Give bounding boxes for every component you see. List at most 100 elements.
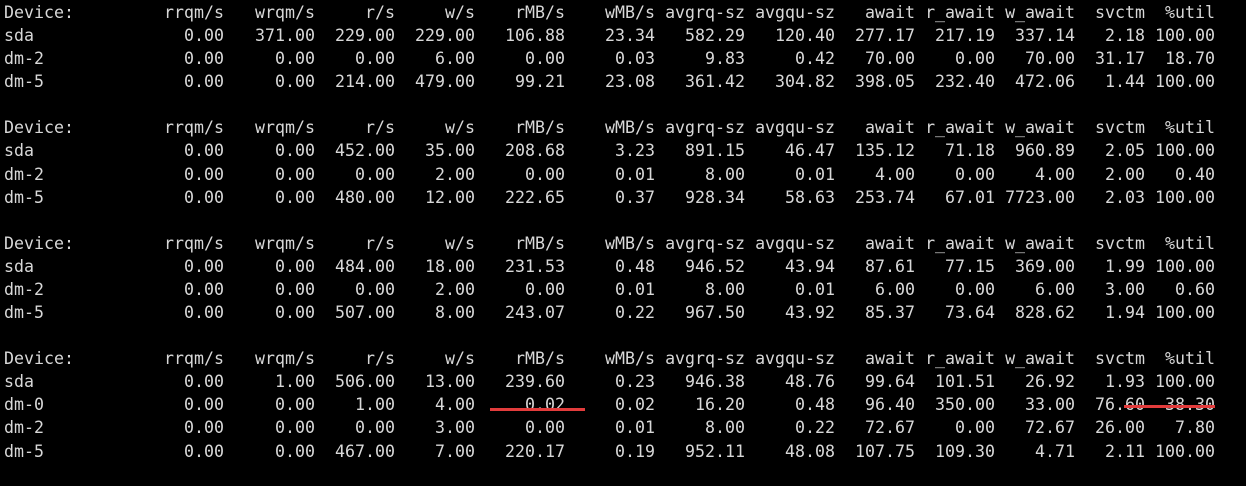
metric-value: 0.00 <box>275 256 315 276</box>
metric-value: 0.00 <box>355 49 395 69</box>
header-cell: w/s <box>445 349 475 369</box>
metric-value: 3.00 <box>1105 279 1145 299</box>
metric-value: 58.63 <box>785 187 835 207</box>
metric-value: 0.00 <box>184 256 224 276</box>
header-cell: wMB/s <box>605 349 655 369</box>
metric-value: 7.80 <box>1175 418 1215 438</box>
header-cell: w_await <box>1005 118 1075 138</box>
device-name: dm-2 <box>4 49 44 69</box>
header-cell: %util <box>1165 118 1215 138</box>
metric-value: 0.00 <box>184 187 224 207</box>
metric-value: 73.64 <box>945 303 995 323</box>
metric-value: 222.65 <box>505 187 565 207</box>
device-name: dm-5 <box>4 441 44 461</box>
header-cell: wrqm/s <box>255 118 315 138</box>
metric-value: 0.01 <box>615 164 655 184</box>
metric-value: 0.00 <box>275 279 315 299</box>
metric-value: 0.23 <box>615 372 655 392</box>
device-row: sda 0.00 0.00 484.00 18.00 231.53 0.48 946.52 43… <box>0 255 1246 278</box>
metric-value: 31.17 <box>1095 49 1145 69</box>
header-cell: w/s <box>445 3 475 22</box>
metric-value: 0.22 <box>615 303 655 323</box>
metric-value: 0.01 <box>795 279 835 299</box>
metric-value: 100.00 <box>1155 141 1215 161</box>
metric-value: 0.00 <box>275 141 315 161</box>
metric-value: 0.00 <box>275 49 315 69</box>
header-cell: %util <box>1165 349 1215 369</box>
metric-value: 231.53 <box>505 256 565 276</box>
metric-value: 828.62 <box>1015 303 1075 323</box>
metric-value: 371.00 <box>255 26 315 46</box>
device-row: sda 0.00 0.00 452.00 35.00 208.68 3.23 891.15 46… <box>0 139 1246 162</box>
iostat-block: Device: rrqm/s wrqm/s r/s w/s rMB/s wMB/s avgrq… <box>0 1 1246 93</box>
metric-value: 484.00 <box>335 256 395 276</box>
metric-value: 479.00 <box>415 72 475 92</box>
device-name: dm-5 <box>4 187 44 207</box>
header-cell: avgrq-sz <box>665 349 745 369</box>
header-cell: rrqm/s <box>164 118 224 138</box>
metric-value: 9.83 <box>705 49 745 69</box>
metric-value: 2.11 <box>1105 441 1145 461</box>
header-cell: r_await <box>925 349 995 369</box>
metric-value: 0.00 <box>275 395 315 415</box>
metric-value: 967.50 <box>685 303 745 323</box>
metric-value: 4.00 <box>435 395 475 415</box>
metric-value: 106.88 <box>505 26 565 46</box>
metric-value: 0.00 <box>184 141 224 161</box>
metric-value: 1.44 <box>1105 72 1145 92</box>
device-name: dm-5 <box>4 72 44 92</box>
metric-value: 0.00 <box>275 164 315 184</box>
metric-value: 0.03 <box>615 49 655 69</box>
metric-value: 0.22 <box>795 418 835 438</box>
metric-value: 43.92 <box>785 303 835 323</box>
header-cell: rrqm/s <box>164 3 224 22</box>
metric-value: 304.82 <box>775 72 835 92</box>
header-row: Device: rrqm/s wrqm/s r/s w/s rMB/s wMB/s avgrq… <box>0 347 1246 370</box>
metric-value: 2.00 <box>435 279 475 299</box>
header-cell: svctm <box>1095 349 1145 369</box>
metric-value: 960.89 <box>1015 141 1075 161</box>
metric-value: 99.64 <box>865 372 915 392</box>
header-cell: rrqm/s <box>164 349 224 369</box>
metric-value: 8.00 <box>705 164 745 184</box>
metric-value: 7.00 <box>435 441 475 461</box>
metric-value: 0.48 <box>615 256 655 276</box>
metric-value: 0.01 <box>615 279 655 299</box>
metric-value: 0.00 <box>184 279 224 299</box>
header-cell: rMB/s <box>515 3 565 22</box>
metric-value: 0.00 <box>184 72 224 92</box>
header-cell: wrqm/s <box>255 3 315 22</box>
metric-value: 507.00 <box>335 303 395 323</box>
metric-value: 100.00 <box>1155 303 1215 323</box>
metric-value: 71.18 <box>945 141 995 161</box>
metric-value: 101.51 <box>935 372 995 392</box>
header-cell: w/s <box>445 118 475 138</box>
metric-value: 3.23 <box>615 141 655 161</box>
metric-value: 13.00 <box>425 372 475 392</box>
device-row: sda 0.00 371.00 229.00 229.00 106.88 23.34 582.… <box>0 24 1246 47</box>
metric-value: 1.93 <box>1105 372 1145 392</box>
metric-value: 8.00 <box>705 418 745 438</box>
header-cell: r_await <box>925 233 995 253</box>
header-row: Device: rrqm/s wrqm/s r/s w/s rMB/s wMB/s avgrq… <box>0 232 1246 255</box>
metric-value: 67.01 <box>945 187 995 207</box>
metric-value: 232.40 <box>935 72 995 92</box>
metric-value: 243.07 <box>505 303 565 323</box>
iostat-block: Device: rrqm/s wrqm/s r/s w/s rMB/s wMB/s avgrq… <box>0 232 1246 324</box>
metric-value: 1.99 <box>1105 256 1145 276</box>
metric-value: 100.00 <box>1155 26 1215 46</box>
metric-value: 0.00 <box>955 49 995 69</box>
header-cell: wMB/s <box>605 3 655 22</box>
metric-value: 23.08 <box>605 72 655 92</box>
header-cell: svctm <box>1095 233 1145 253</box>
metric-value: 0.02 <box>525 395 565 415</box>
metric-value: 480.00 <box>335 187 395 207</box>
device-name: dm-2 <box>4 164 44 184</box>
device-row: dm-2 0.00 0.00 0.00 6.00 0.00 0.03 9.83 0.42 70.0… <box>0 47 1246 70</box>
highlight-underline-util <box>1124 405 1215 408</box>
device-row: dm-2 0.00 0.00 0.00 2.00 0.00 0.01 8.00 0.01 6.00… <box>0 278 1246 301</box>
metric-value: 38.30 <box>1165 393 1215 416</box>
header-cell: wrqm/s <box>255 349 315 369</box>
metric-value: 220.17 <box>505 441 565 461</box>
metric-value: 0.40 <box>1175 164 1215 184</box>
